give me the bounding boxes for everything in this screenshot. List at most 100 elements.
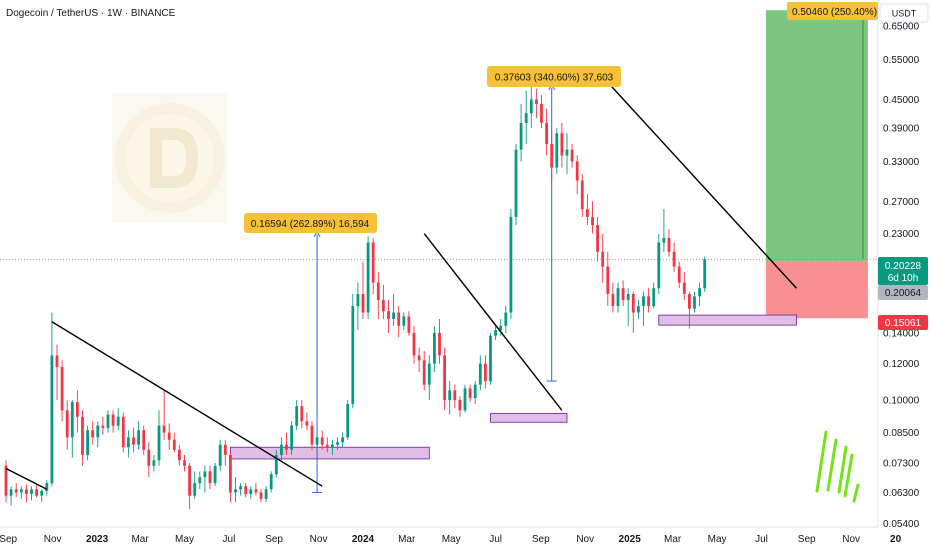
candle[interactable] xyxy=(484,355,487,389)
candle[interactable] xyxy=(611,282,615,313)
move-label-2024[interactable]: 0.37603 (340.60%) 37,603 xyxy=(487,66,621,87)
candle[interactable] xyxy=(626,288,630,326)
candle[interactable] xyxy=(443,347,446,411)
candle[interactable] xyxy=(152,454,156,472)
candle[interactable] xyxy=(336,437,339,450)
candle[interactable] xyxy=(570,144,574,168)
candle[interactable] xyxy=(315,432,319,455)
candle[interactable] xyxy=(300,400,304,428)
time-axis[interactable]: Sep Nov 2023 Mar May Jul Sep Nov 2024 Mar May Jul Se… xyxy=(0,526,932,550)
candle[interactable] xyxy=(147,442,151,478)
candle[interactable] xyxy=(703,256,707,292)
candle[interactable] xyxy=(295,400,299,431)
candle[interactable] xyxy=(65,400,69,450)
candle[interactable] xyxy=(550,133,554,181)
candle[interactable] xyxy=(565,133,569,174)
candle[interactable] xyxy=(397,306,401,338)
candle[interactable] xyxy=(172,432,176,453)
candle[interactable] xyxy=(183,454,186,472)
candle[interactable] xyxy=(422,350,426,391)
candle[interactable] xyxy=(285,432,288,455)
candle[interactable] xyxy=(647,288,650,313)
candle[interactable] xyxy=(509,209,513,320)
candle[interactable] xyxy=(545,108,548,156)
candle[interactable] xyxy=(392,294,395,326)
candle[interactable] xyxy=(35,483,38,498)
candle[interactable] xyxy=(116,408,120,431)
candle[interactable] xyxy=(320,430,324,450)
candle[interactable] xyxy=(371,237,375,295)
candle[interactable] xyxy=(259,489,263,503)
candle[interactable] xyxy=(586,194,589,226)
candle[interactable] xyxy=(504,306,508,333)
candle[interactable] xyxy=(86,425,89,461)
candle[interactable] xyxy=(50,312,54,487)
candle[interactable] xyxy=(76,390,79,433)
move-label-2023[interactable]: 0.16594 (262.89%) 16,594 xyxy=(244,213,377,233)
trendline-2[interactable] xyxy=(51,321,323,487)
candle[interactable] xyxy=(331,439,334,455)
candle[interactable] xyxy=(30,486,33,501)
candle[interactable] xyxy=(596,216,599,262)
candle[interactable] xyxy=(412,325,416,364)
candle[interactable] xyxy=(111,410,115,433)
candle[interactable] xyxy=(178,444,181,466)
currency-box[interactable] xyxy=(879,3,929,23)
candle[interactable] xyxy=(667,229,671,257)
support-zone-2[interactable] xyxy=(490,413,568,423)
candle[interactable] xyxy=(157,410,161,466)
candle[interactable] xyxy=(453,384,457,409)
candle[interactable] xyxy=(203,465,207,493)
candle[interactable] xyxy=(9,486,13,506)
candle[interactable] xyxy=(642,291,645,326)
candle[interactable] xyxy=(499,319,503,336)
candle[interactable] xyxy=(535,88,538,119)
candle[interactable] xyxy=(407,311,411,336)
candle[interactable] xyxy=(540,95,543,129)
candle[interactable] xyxy=(218,439,222,472)
candle[interactable] xyxy=(162,390,166,440)
candle[interactable] xyxy=(14,483,18,498)
candle[interactable] xyxy=(555,128,559,174)
candle[interactable] xyxy=(417,347,421,373)
candle[interactable] xyxy=(463,384,467,413)
candle[interactable] xyxy=(106,410,110,433)
candle[interactable] xyxy=(325,437,329,453)
candle[interactable] xyxy=(448,381,452,415)
candle[interactable] xyxy=(229,452,232,503)
current-price-marker[interactable]: 0.20228 6d 10h xyxy=(878,257,928,285)
candle[interactable] xyxy=(341,432,344,448)
entry-price-marker[interactable]: 0.20064 xyxy=(878,285,928,300)
candle[interactable] xyxy=(81,410,84,466)
trendline-3[interactable] xyxy=(423,233,563,411)
candle[interactable] xyxy=(438,319,441,364)
candle[interactable] xyxy=(208,465,212,490)
candle[interactable] xyxy=(264,486,268,503)
candle[interactable] xyxy=(310,421,314,450)
candle[interactable] xyxy=(346,400,350,440)
candle[interactable] xyxy=(494,325,497,341)
stop-price-marker[interactable]: 0.15061 xyxy=(878,315,928,330)
candle[interactable] xyxy=(662,209,666,252)
candle[interactable] xyxy=(361,261,365,320)
support-zone-3[interactable] xyxy=(658,314,797,326)
candle[interactable] xyxy=(601,233,605,283)
candle[interactable] xyxy=(427,355,431,401)
candle[interactable] xyxy=(433,325,436,373)
candle[interactable] xyxy=(137,421,140,450)
candle[interactable] xyxy=(560,122,564,168)
candle[interactable] xyxy=(70,400,74,458)
candle[interactable] xyxy=(274,449,278,478)
candle[interactable] xyxy=(402,312,406,330)
candle[interactable] xyxy=(234,477,237,503)
candle[interactable] xyxy=(356,282,360,330)
candle[interactable] xyxy=(473,381,477,405)
candle[interactable] xyxy=(188,462,191,509)
candle[interactable] xyxy=(239,483,242,496)
candle[interactable] xyxy=(478,355,482,391)
candle[interactable] xyxy=(693,291,696,313)
candle[interactable] xyxy=(688,291,691,329)
candle[interactable] xyxy=(458,396,462,417)
candle[interactable] xyxy=(580,173,584,217)
